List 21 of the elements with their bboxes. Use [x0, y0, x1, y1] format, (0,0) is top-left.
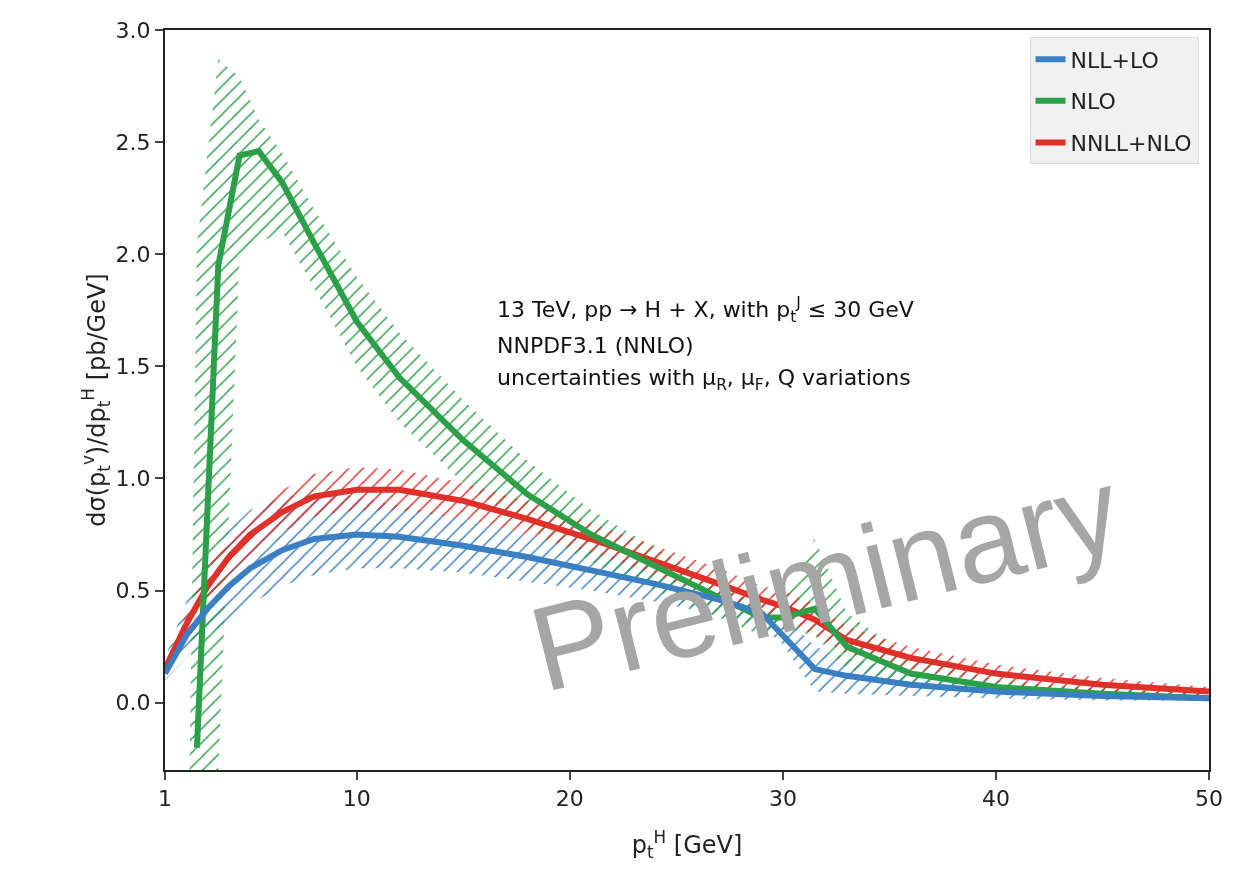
annotation: NNPDF3.1 (NNLO) — [497, 333, 694, 358]
y-tick-label: 1.0 — [115, 466, 151, 492]
annotation: 13 TeV, pp → H + X, with p$_{t}$$^{J}$ ≤ 30 GeV — [497, 294, 914, 326]
y-tick-label: 0.0 — [115, 690, 151, 716]
annotation: Preliminary — [517, 441, 1133, 717]
x-tick-label: 40 — [981, 786, 1010, 812]
y-tick-label: 2.5 — [115, 129, 151, 155]
x-tick-label: 1 — [158, 786, 172, 812]
y-tick-label: 2.0 — [115, 241, 151, 267]
x-axis-title: p$_{t}$$^{H}$ [GeV] — [631, 826, 743, 863]
x-tick-label: 30 — [768, 786, 797, 812]
x-tick-label: 20 — [555, 786, 584, 812]
legend-label: NLL+LO — [1070, 47, 1159, 73]
x-tick-label: 10 — [342, 786, 371, 812]
legend-label: NLO — [1070, 89, 1116, 115]
x-tick-label: 50 — [1195, 786, 1223, 812]
y-tick-label: 3.0 — [115, 17, 151, 43]
legend-label: NNLL+NLO — [1070, 130, 1192, 156]
y-tick-label: 1.5 — [115, 354, 151, 380]
annotation: uncertainties with μ$_{R}$, μ$_{F}$, Q variations — [497, 365, 911, 394]
y-tick-label: 0.5 — [115, 578, 151, 604]
